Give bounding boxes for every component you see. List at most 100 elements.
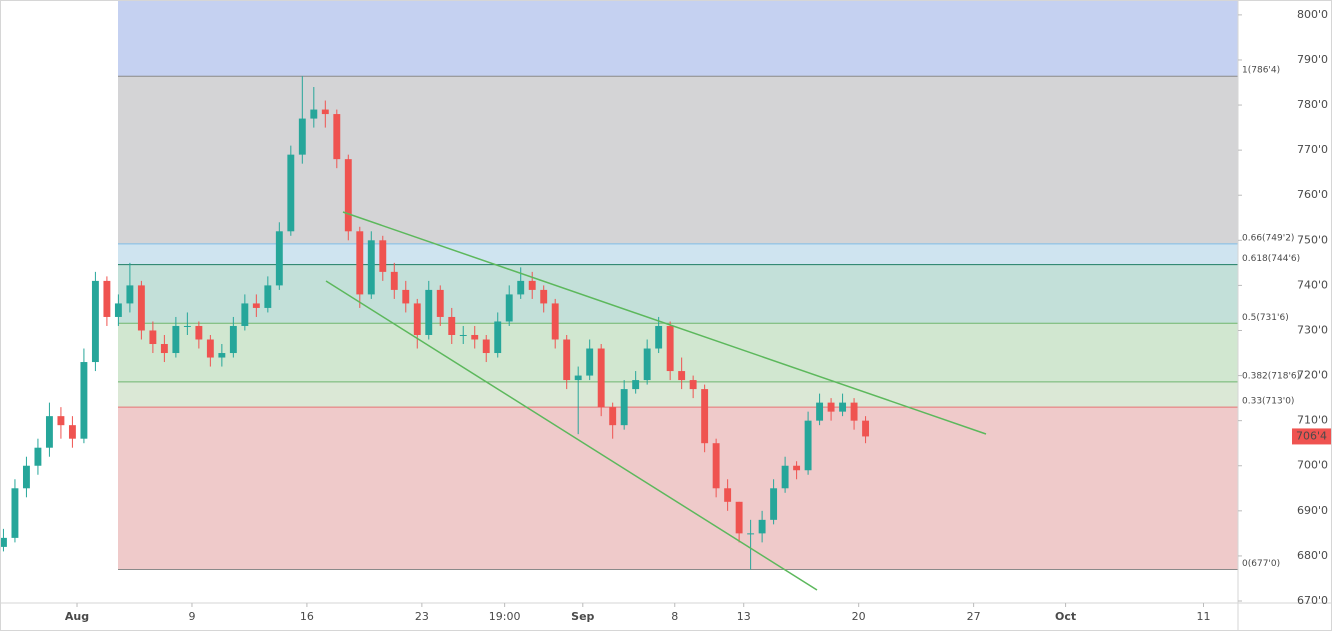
candle-body	[632, 380, 640, 390]
fib-level-label: 0(677'0)	[1242, 559, 1280, 569]
y-tick-label: 730'0	[1297, 323, 1328, 336]
candle-body	[22, 465, 30, 489]
candle-body	[344, 159, 352, 232]
fib-level-label: 0.618(744'6)	[1242, 254, 1300, 264]
candle-body	[275, 231, 283, 286]
x-tick-label: 23	[415, 610, 429, 623]
candle-body	[413, 303, 421, 335]
candle-body	[735, 501, 743, 534]
fib-levels: 1(786'4) 0.66(749'2) 0.618(744'6) 0.5(731'6…	[118, 66, 1300, 570]
fib-zone	[118, 76, 1238, 244]
y-tick-label: 690'0	[1297, 504, 1328, 517]
candle-body	[862, 420, 870, 437]
candle-body	[264, 285, 272, 308]
candle-body	[252, 303, 260, 308]
candle-body	[482, 339, 490, 354]
x-tick-label: 13	[737, 610, 751, 623]
y-tick-label: 710'0	[1297, 414, 1328, 427]
candle-body	[183, 325, 191, 327]
candle-body	[563, 339, 571, 381]
candle-body	[310, 109, 318, 119]
fib-level-label: 0.5(731'6)	[1242, 313, 1289, 323]
candle-body	[793, 465, 801, 471]
candle-body	[459, 334, 467, 336]
candle-body	[298, 118, 306, 155]
x-tick-label: 8	[671, 610, 678, 623]
y-tick-label: 790'0	[1297, 53, 1328, 66]
candle-body	[34, 447, 42, 466]
candle-body	[448, 316, 456, 335]
last-price-tag	[1292, 428, 1332, 445]
candle-body	[770, 488, 778, 520]
y-tick-label: 800'0	[1297, 8, 1328, 21]
candle-body	[747, 533, 755, 535]
candle-body	[839, 402, 847, 412]
fib-level-label: 1(786'4)	[1242, 66, 1280, 76]
x-tick-label: 16	[300, 610, 314, 623]
candle-body	[528, 280, 536, 290]
y-tick-label: 750'0	[1297, 233, 1328, 246]
y-tick-label: 670'0	[1297, 594, 1328, 607]
fib-zone	[118, 323, 1238, 382]
candle-body	[471, 334, 479, 340]
candle-body	[436, 289, 444, 317]
candle-body	[390, 271, 398, 290]
candle-body	[68, 425, 76, 439]
candle-body	[724, 488, 732, 502]
candles	[0, 76, 870, 570]
candle-body	[137, 285, 145, 331]
x-tick-label: 19:00	[489, 610, 521, 623]
y-tick-label: 700'0	[1297, 459, 1328, 472]
candle-body	[229, 325, 237, 354]
candle-body	[551, 303, 559, 340]
candle-body	[781, 465, 789, 489]
x-tick-label: Oct	[1055, 610, 1076, 623]
fib-level-label: 0.382(718'6)	[1242, 371, 1300, 381]
candle-body	[206, 339, 214, 358]
fib-zone	[118, 243, 1238, 265]
candle-body	[333, 114, 341, 160]
candle-body	[517, 280, 525, 295]
candle-body	[379, 240, 387, 272]
fib-zone	[118, 0, 1238, 77]
candle-body	[160, 344, 168, 354]
candle-body	[609, 407, 617, 426]
candle-body	[11, 488, 19, 538]
fib-zone	[118, 407, 1238, 570]
candle-body	[149, 330, 157, 345]
candle-body	[494, 321, 502, 354]
candle-body	[804, 420, 812, 471]
candle-body	[114, 303, 122, 317]
candle-body	[701, 389, 709, 444]
candle-body	[218, 353, 226, 358]
fib-zone	[118, 264, 1238, 324]
fib-zones	[118, 0, 1238, 570]
candle-body	[287, 154, 295, 232]
candle-body	[816, 402, 824, 421]
candle-body	[505, 294, 513, 322]
fib-zone	[118, 381, 1238, 408]
y-tick-label: 740'0	[1297, 278, 1328, 291]
candle-body	[126, 285, 134, 304]
candle-body	[643, 348, 651, 381]
x-tick-label: 27	[967, 610, 981, 623]
candle-body	[540, 289, 548, 304]
y-tick-label: 680'0	[1297, 549, 1328, 562]
candle-body	[402, 289, 410, 304]
fib-level-label: 0.66(749'2)	[1242, 233, 1294, 243]
candle-body	[678, 371, 686, 381]
axes: 800'0 790'0 780'0 770'0 760'0 750'0 740'0 730'0…	[65, 8, 1332, 623]
candle-body	[103, 280, 111, 317]
candle-body	[57, 416, 65, 426]
candle-body	[172, 325, 180, 354]
candle-body	[666, 325, 674, 372]
last-price-label: 706'4	[1296, 429, 1327, 442]
candle-body	[689, 380, 697, 390]
x-tick-label: 11	[1197, 610, 1211, 623]
candle-body	[356, 231, 364, 295]
candle-body	[574, 375, 582, 381]
candle-body	[0, 537, 7, 547]
candle-body	[758, 519, 766, 534]
candle-body	[597, 348, 605, 408]
